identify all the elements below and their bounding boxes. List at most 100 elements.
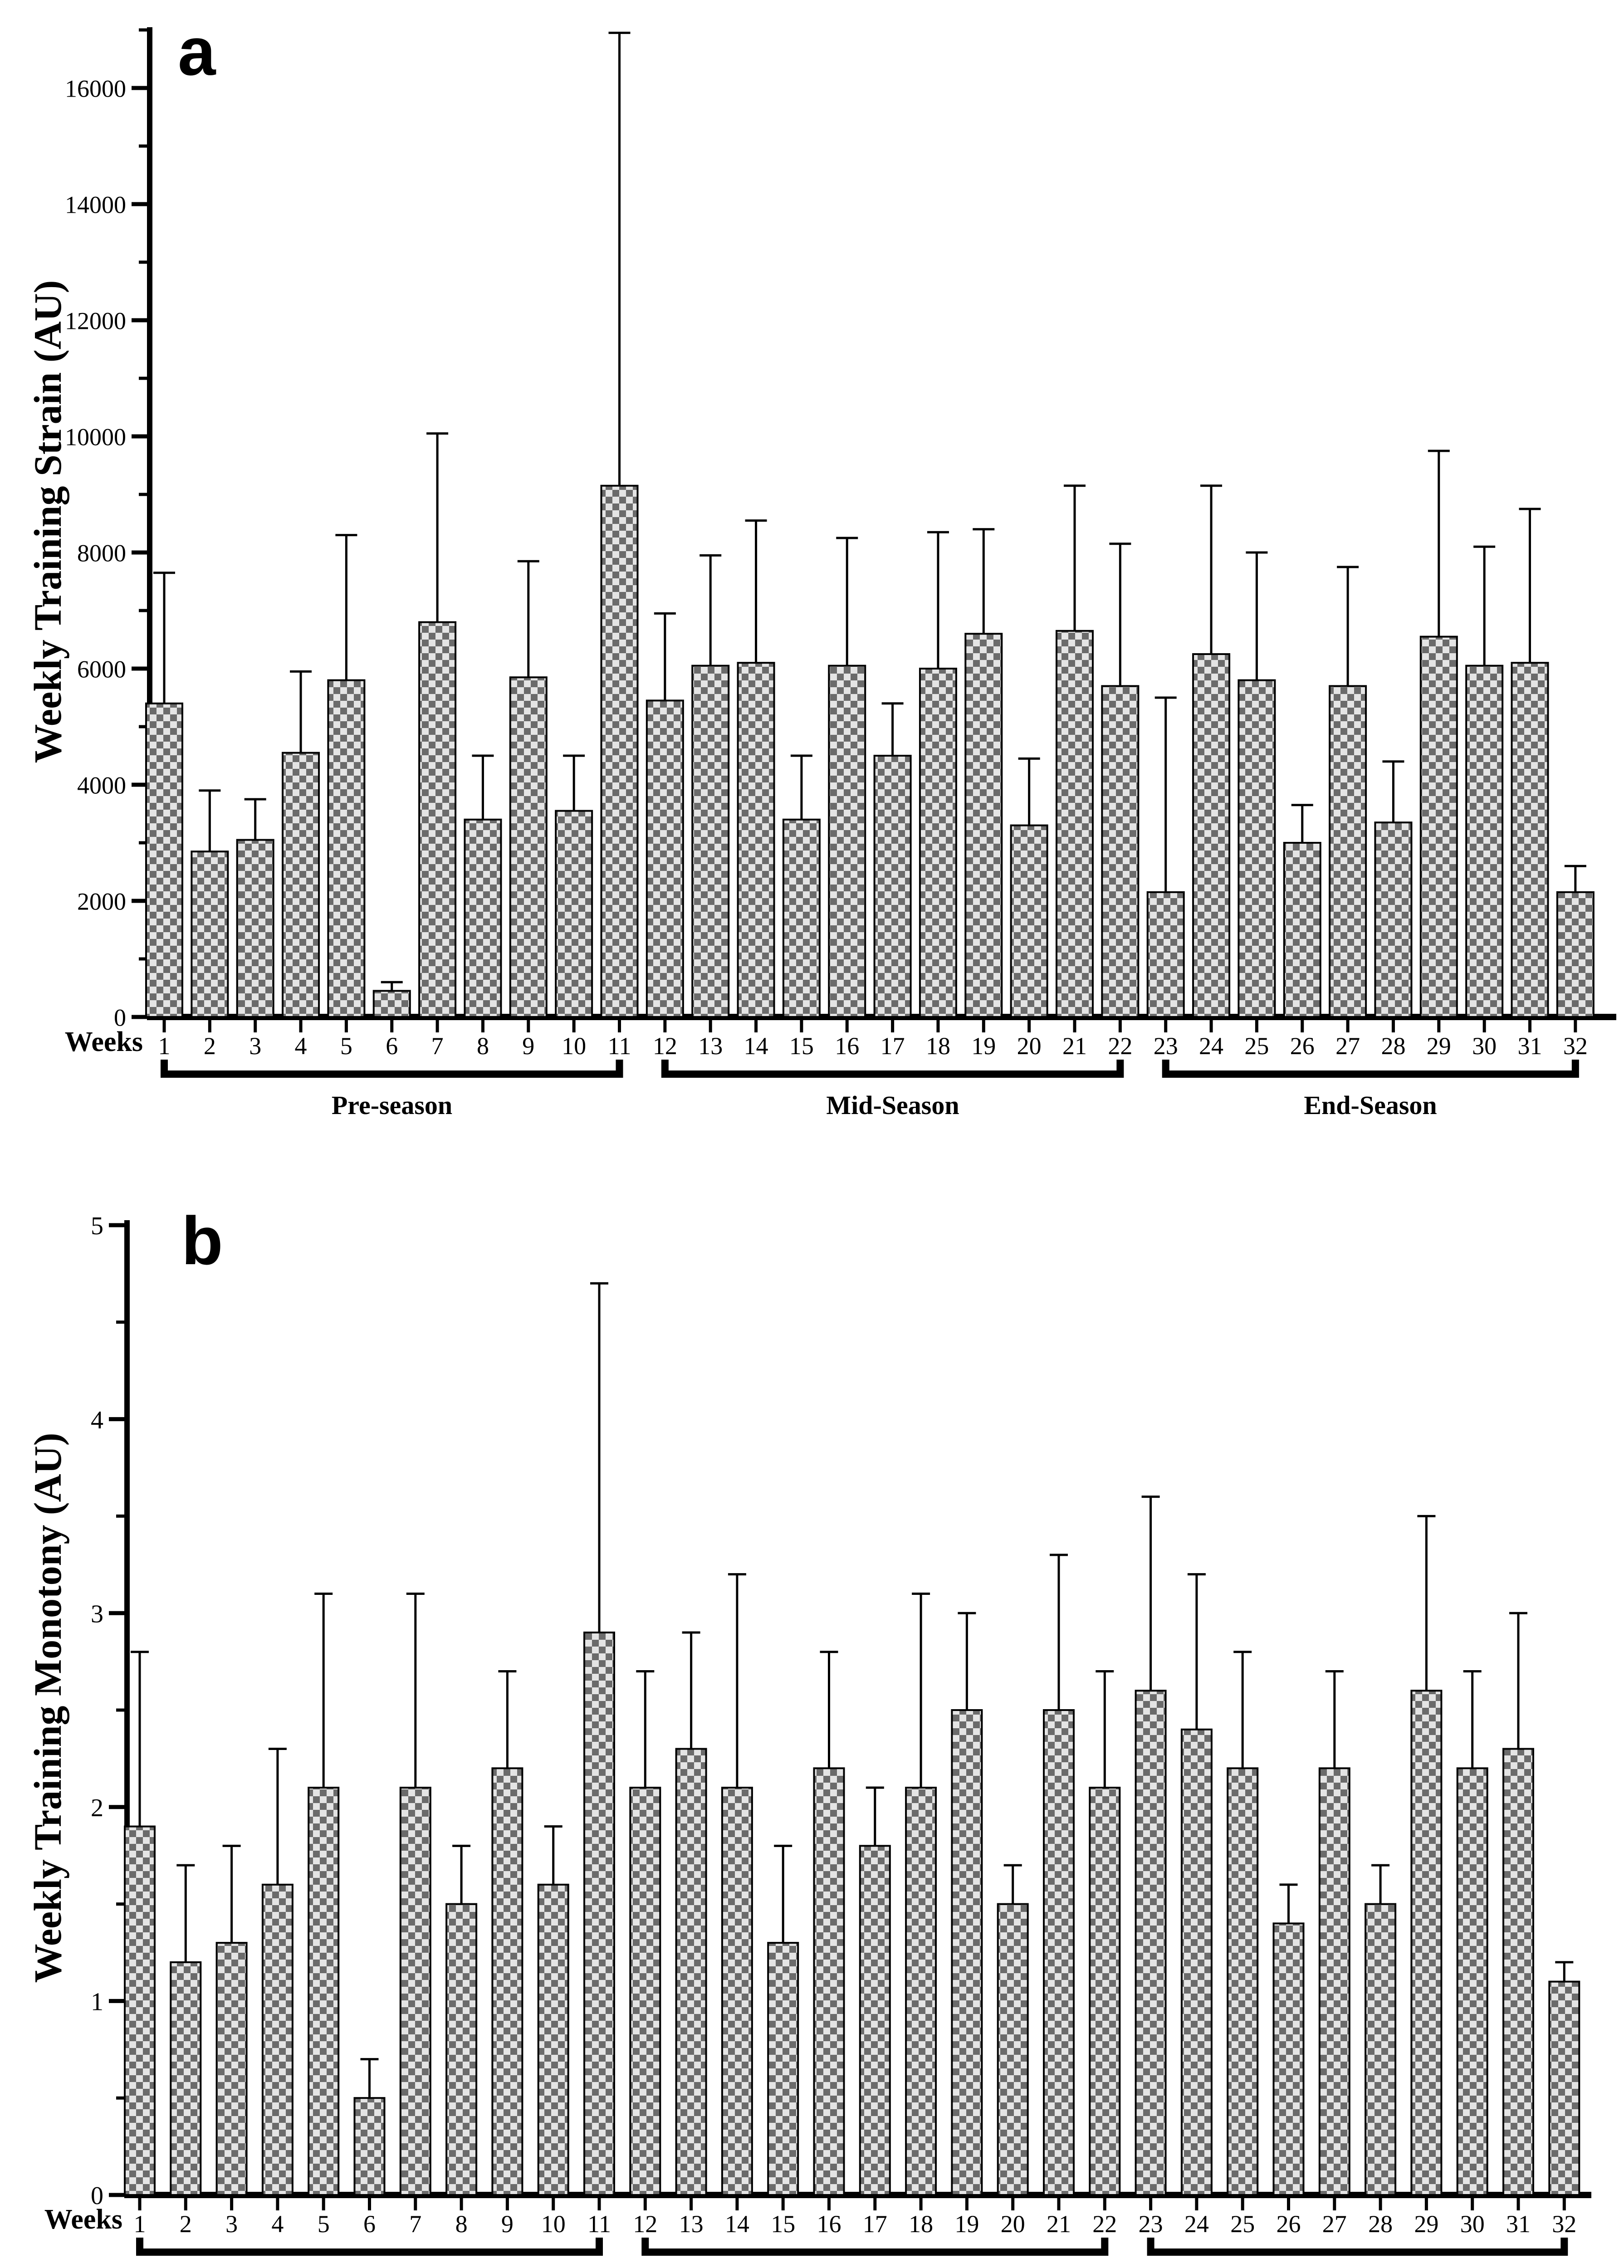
bar-week-7	[418, 621, 457, 1018]
panel-a-season-label-preseason: Pre-season	[331, 1090, 453, 1120]
week-number-label: 30	[1460, 2210, 1485, 2238]
week-number-label: 2	[204, 1032, 216, 1060]
bar-week-16	[828, 665, 866, 1018]
week-number-label: 31	[1506, 2210, 1531, 2238]
week-number-label: 18	[926, 1032, 950, 1060]
week-number-label: 10	[541, 2210, 566, 2238]
panel-b-season-label-endseason: End-Season	[1291, 2266, 1423, 2268]
week-number-label: 9	[522, 1032, 534, 1060]
y-tick-label: 3	[91, 1600, 103, 1628]
week-number-label: 6	[386, 1032, 398, 1060]
bar-week-25	[1238, 679, 1276, 1018]
week-number-label: 20	[1017, 1032, 1042, 1060]
week-number-label: 8	[455, 2210, 468, 2238]
bar-week-26	[1283, 842, 1321, 1018]
week-number-label: 16	[835, 1032, 859, 1060]
y-tick-label: 6000	[77, 655, 126, 683]
week-number-label: 9	[501, 2210, 514, 2238]
bar-week-8	[464, 818, 502, 1018]
week-number-label: 12	[633, 2210, 657, 2238]
week-number-label: 4	[271, 2210, 284, 2238]
panel-a-letter: a	[178, 13, 216, 89]
bar-week-8	[445, 1903, 478, 2196]
bar-week-14	[721, 1787, 753, 2196]
bar-week-3	[215, 1942, 248, 2196]
week-number-label: 27	[1335, 1032, 1360, 1060]
bar-week-24	[1180, 1728, 1213, 2196]
week-number-label: 17	[863, 2210, 887, 2238]
week-number-label: 7	[409, 2210, 421, 2238]
week-number-label: 19	[954, 2210, 979, 2238]
y-tick-label: 0	[91, 2182, 103, 2210]
bar-week-4	[282, 752, 320, 1018]
bar-week-27	[1329, 685, 1367, 1018]
week-number-label: 3	[225, 2210, 238, 2238]
bar-week-17	[859, 1845, 891, 2196]
y-tick-label: 14000	[65, 191, 126, 218]
bar-week-26	[1272, 1922, 1305, 2196]
bar-week-28	[1365, 1903, 1397, 2196]
panel-b-season-label-midseason: Mid-Season	[808, 2266, 941, 2268]
bar-week-20	[997, 1903, 1029, 2196]
week-number-label: 5	[340, 1032, 352, 1060]
bar-week-20	[1010, 824, 1048, 1018]
week-number-label: 14	[744, 1032, 768, 1060]
bar-week-6	[353, 2097, 386, 2196]
season-bracket	[1162, 1060, 1579, 1078]
season-bracket	[661, 1060, 1124, 1078]
bar-week-4	[261, 1883, 293, 2196]
week-number-label: 7	[431, 1032, 444, 1060]
week-number-label: 13	[698, 1032, 723, 1060]
y-tick-label: 8000	[77, 539, 126, 567]
y-tick-label: 16000	[65, 75, 126, 102]
y-tick-label: 4	[91, 1406, 103, 1434]
week-number-label: 6	[363, 2210, 376, 2238]
week-number-label: 24	[1184, 2210, 1209, 2238]
week-number-label: 21	[1062, 1032, 1087, 1060]
week-number-label: 1	[158, 1032, 171, 1060]
bar-week-31	[1511, 662, 1549, 1018]
week-number-label: 16	[817, 2210, 841, 2238]
bar-week-9	[491, 1767, 523, 2196]
week-number-label: 25	[1230, 2210, 1255, 2238]
week-number-label: 24	[1199, 1032, 1223, 1060]
bar-week-1	[124, 1825, 156, 2196]
bar-week-29	[1419, 635, 1458, 1018]
bar-week-32	[1548, 1980, 1580, 2196]
week-number-label: 11	[608, 1032, 631, 1060]
panel-b-y-axis-title: Weekly Training Monotony (AU)	[26, 1432, 69, 1983]
week-number-label: 15	[789, 1032, 814, 1060]
season-bracket	[1147, 2238, 1568, 2256]
bar-week-13	[675, 1748, 707, 2196]
week-number-label: 32	[1552, 2210, 1576, 2238]
bar-week-30	[1465, 665, 1504, 1018]
week-number-label: 29	[1427, 1032, 1451, 1060]
bar-week-32	[1556, 891, 1595, 1018]
week-number-label: 23	[1139, 2210, 1163, 2238]
week-number-label: 12	[653, 1032, 677, 1060]
week-number-label: 2	[180, 2210, 192, 2238]
season-bracket	[136, 2238, 603, 2256]
bar-week-7	[399, 1787, 431, 2196]
bar-week-16	[813, 1767, 845, 2196]
panel-b-letter: b	[181, 1202, 223, 1279]
season-bracket	[641, 2238, 1109, 2256]
week-number-label: 5	[318, 2210, 330, 2238]
bar-week-30	[1456, 1767, 1488, 2196]
bar-week-21	[1056, 630, 1094, 1018]
bar-week-27	[1318, 1767, 1350, 2196]
week-number-label: 19	[971, 1032, 996, 1060]
bar-week-21	[1043, 1709, 1075, 2196]
y-tick-label: 1	[91, 1988, 103, 2016]
bar-week-24	[1192, 653, 1231, 1018]
y-tick-label: 5	[91, 1212, 103, 1240]
week-number-label: 26	[1277, 2210, 1301, 2238]
panel-b-weeks-label: Weeks	[44, 2204, 122, 2235]
bar-week-1	[145, 702, 183, 1018]
bar-week-14	[737, 662, 775, 1018]
week-number-label: 29	[1414, 2210, 1438, 2238]
bar-week-5	[327, 679, 366, 1018]
